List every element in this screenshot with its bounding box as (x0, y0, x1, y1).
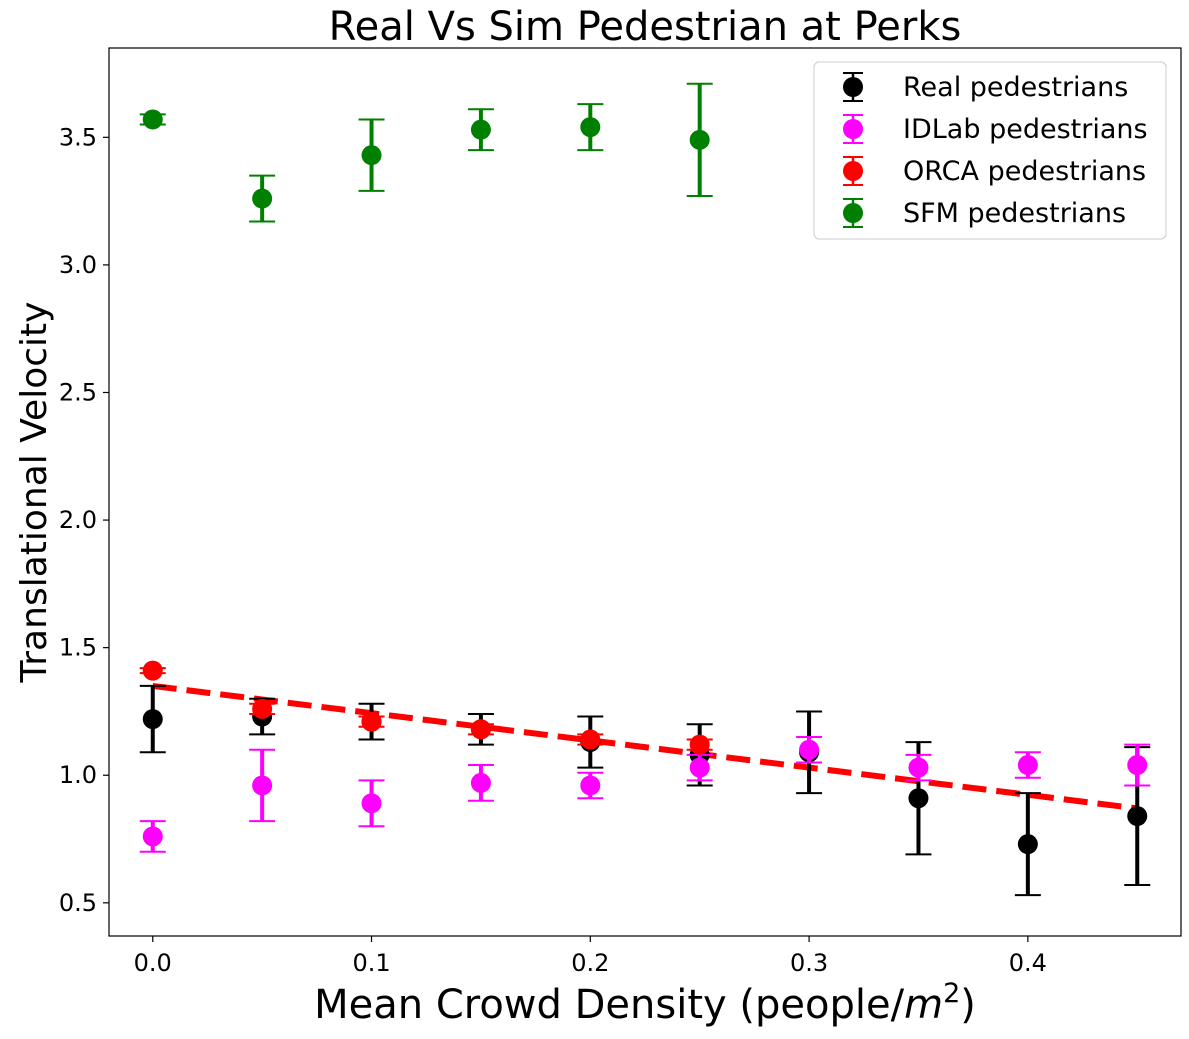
legend-label: IDLab pedestrians (903, 114, 1148, 145)
legend: Real pedestrians IDLab pedestrians ORCA pe… (813, 61, 1167, 240)
data-point (580, 775, 601, 796)
data-point (689, 734, 710, 755)
data-point (470, 119, 491, 140)
x-axis-label-exp: 2 (943, 978, 960, 1009)
plot-area (108, 47, 1182, 937)
legend-label: Real pedestrians (903, 72, 1128, 103)
legend-label: SFM pedestrians (903, 198, 1126, 229)
legend-label: ORCA pedestrians (903, 156, 1146, 187)
data-point (689, 757, 710, 778)
data-point (799, 739, 820, 760)
legend-item-real-pedestrians: Real pedestrians (843, 72, 1128, 103)
x-axis-label-var: m (904, 982, 943, 1028)
y-tick-label: 1.5 (59, 634, 97, 662)
legend-item-orca-pedestrians: ORCA pedestrians (843, 156, 1146, 187)
x-tick-label: 0.4 (1009, 949, 1047, 977)
data-point (142, 826, 163, 847)
y-axis: 0.5 1.0 1.5 2.0 2.5 3.0 3.5 (59, 123, 109, 917)
data-point (908, 757, 929, 778)
data-point (1017, 755, 1038, 776)
x-axis: 0.0 0.1 0.2 0.3 0.4 (134, 936, 1047, 977)
x-tick-label: 0.3 (790, 949, 828, 977)
legend-box (813, 61, 1167, 240)
data-point (252, 698, 273, 719)
data-point (1127, 755, 1148, 776)
x-axis-label-close: ) (960, 982, 976, 1028)
legend-marker (843, 119, 863, 139)
legend-marker (843, 161, 863, 181)
data-point (142, 109, 163, 130)
x-axis-label-main: Mean Crowd Density (people/ (314, 982, 904, 1028)
data-point (1017, 834, 1038, 855)
data-point (142, 709, 163, 730)
x-axis-label: Mean Crowd Density (people/m2) (314, 978, 976, 1028)
x-tick-label: 0.0 (134, 949, 172, 977)
data-point (580, 117, 601, 138)
data-point (1127, 806, 1148, 827)
data-point (252, 775, 273, 796)
y-tick-label: 2.0 (59, 506, 97, 534)
data-point (361, 711, 382, 732)
data-point (361, 793, 382, 814)
data-point (908, 788, 929, 809)
data-point (689, 129, 710, 150)
y-axis-label: Translational Velocity (14, 302, 55, 684)
data-point (580, 729, 601, 750)
plot-frame (108, 47, 1182, 937)
trend-line-layer (152, 682, 1138, 812)
data-point (470, 719, 491, 740)
series-idlab-pedestrians (139, 735, 1151, 853)
y-tick-label: 3.0 (59, 251, 97, 279)
y-tick-label: 3.5 (59, 123, 97, 151)
y-tick-label: 0.5 (59, 889, 97, 917)
legend-marker (843, 77, 863, 97)
x-tick-label: 0.1 (352, 949, 390, 977)
y-tick-label: 2.5 (59, 378, 97, 406)
legend-item-idlab-pedestrians: IDLab pedestrians (843, 114, 1148, 145)
marks-layer (139, 82, 1151, 897)
y-tick-label: 1.0 (59, 761, 97, 789)
series-orca-pedestrians (139, 660, 713, 755)
data-point (361, 145, 382, 166)
data-point (142, 660, 163, 681)
data-point (470, 772, 491, 793)
series-sfm-pedestrians (139, 82, 713, 223)
legend-item-sfm-pedestrians: SFM pedestrians (843, 198, 1126, 229)
chart-title: Real Vs Sim Pedestrian at Perks (329, 4, 962, 50)
legend-marker (843, 203, 863, 223)
trend-line (152, 682, 1138, 812)
data-point (252, 188, 273, 209)
x-tick-label: 0.2 (571, 949, 609, 977)
